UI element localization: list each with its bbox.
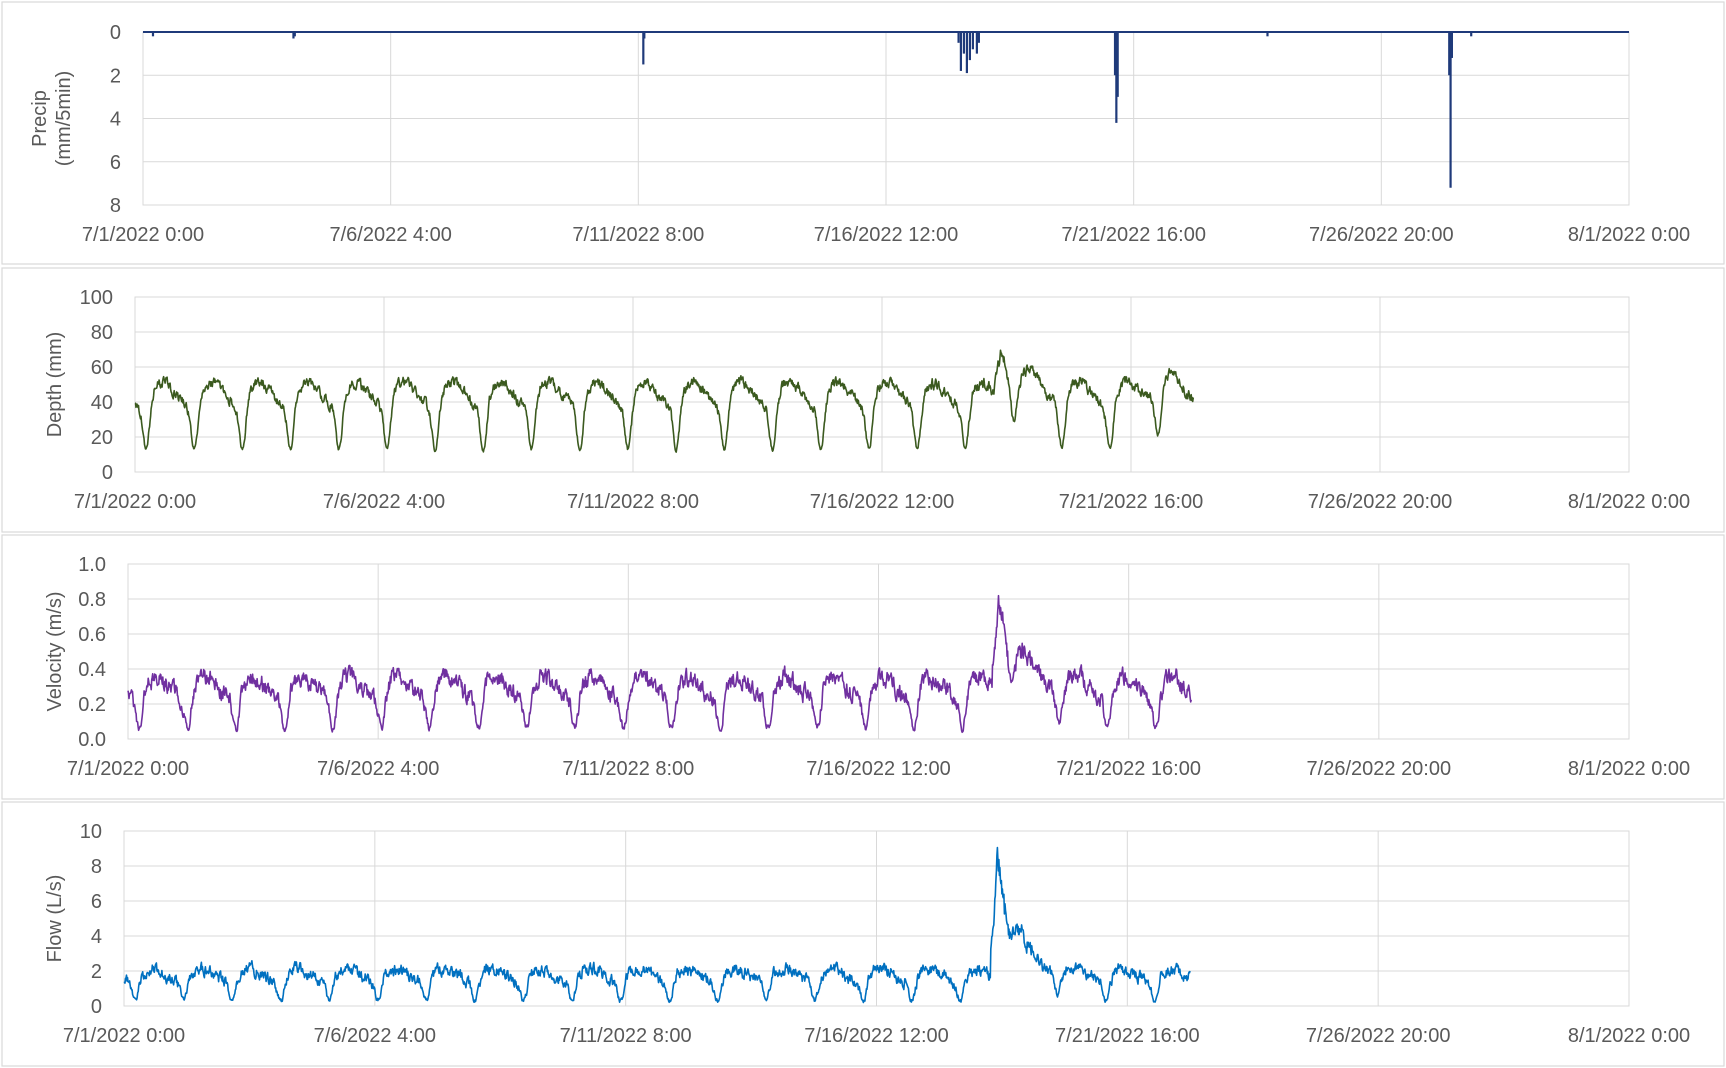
x-tick-label: 7/6/2022 4:00 bbox=[314, 1025, 436, 1047]
y-axis-title: Flow (L/s) bbox=[44, 875, 66, 963]
x-tick-label: 7/26/2022 20:00 bbox=[1307, 758, 1452, 780]
x-tick-label: 7/1/2022 0:00 bbox=[82, 224, 204, 246]
y-tick-label: 0 bbox=[110, 22, 121, 44]
y-tick-label: 4 bbox=[110, 109, 121, 131]
y-tick-label: 8 bbox=[110, 195, 121, 217]
x-tick-label: 7/1/2022 0:00 bbox=[63, 1025, 185, 1047]
flow-chart: 0 2 4 6 8 10 7/1/2022 0:00 7/6/2022 4:00 7/11/20… bbox=[1, 801, 1725, 1067]
x-tick-label: 7/21/2022 16:00 bbox=[1059, 491, 1204, 513]
y-tick-label: 0 bbox=[91, 996, 102, 1018]
y-tick-label: 10 bbox=[80, 821, 102, 843]
x-tick-label: 7/6/2022 4:00 bbox=[329, 224, 451, 246]
y-axis-title: Depth (mm) bbox=[44, 332, 66, 438]
precip-chart-frame bbox=[1, 1, 1725, 265]
x-tick-label: 7/6/2022 4:00 bbox=[323, 491, 445, 513]
flow-chart-frame bbox=[1, 801, 1725, 1067]
plot-area bbox=[127, 563, 1630, 740]
y-axis-title: Velocity (m/s) bbox=[44, 591, 66, 711]
x-tick-label: 7/11/2022 8:00 bbox=[572, 224, 704, 246]
y-tick-label: 2 bbox=[110, 65, 121, 87]
flow-series-line bbox=[123, 846, 1191, 1004]
velocity-chart: 0.0 0.2 0.4 0.6 0.8 1.0 7/1/2022 0:00 7/6/2022 … bbox=[1, 534, 1725, 800]
x-tick-label: 7/16/2022 12:00 bbox=[804, 1025, 949, 1047]
x-tick-label: 8/1/2022 0:00 bbox=[1568, 1025, 1690, 1047]
x-tick-label: 7/11/2022 8:00 bbox=[560, 1025, 692, 1047]
y-tick-label: 0.4 bbox=[78, 659, 106, 681]
y-tick-label: 80 bbox=[91, 322, 113, 344]
y-tick-label: 20 bbox=[91, 427, 113, 449]
y-axis-title-line: Precip bbox=[29, 90, 51, 147]
y-tick-label: 2 bbox=[91, 961, 102, 983]
x-tick-label: 7/21/2022 16:00 bbox=[1061, 224, 1206, 246]
velocity-series-line bbox=[127, 594, 1192, 734]
y-axis-title: Precip (mm/5min) bbox=[29, 71, 75, 167]
y-tick-label: 0.0 bbox=[78, 729, 106, 751]
plot-area bbox=[134, 296, 1630, 473]
y-tick-label: 0.6 bbox=[78, 624, 106, 646]
x-tick-label: 7/11/2022 8:00 bbox=[562, 758, 694, 780]
y-tick-label: 100 bbox=[80, 287, 113, 309]
velocity-chart-frame bbox=[1, 534, 1725, 800]
y-tick-label: 0.8 bbox=[78, 589, 106, 611]
y-tick-label: 4 bbox=[91, 926, 102, 948]
y-tick-label: 0 bbox=[102, 462, 113, 484]
y-axis-title-line: (mm/5min) bbox=[53, 71, 75, 167]
y-tick-label: 8 bbox=[91, 856, 102, 878]
x-tick-label: 7/21/2022 16:00 bbox=[1055, 1025, 1200, 1047]
x-tick-label: 7/16/2022 12:00 bbox=[814, 224, 959, 246]
y-tick-label: 6 bbox=[91, 891, 102, 913]
depth-chart-frame bbox=[1, 267, 1725, 533]
x-tick-label: 7/26/2022 20:00 bbox=[1306, 1025, 1451, 1047]
x-tick-label: 7/1/2022 0:00 bbox=[74, 491, 196, 513]
x-tick-label: 8/1/2022 0:00 bbox=[1568, 224, 1690, 246]
x-tick-label: 7/11/2022 8:00 bbox=[567, 491, 699, 513]
x-tick-label: 7/21/2022 16:00 bbox=[1056, 758, 1201, 780]
x-tick-label: 7/26/2022 20:00 bbox=[1308, 491, 1453, 513]
y-tick-label: 40 bbox=[91, 392, 113, 414]
y-tick-label: 1.0 bbox=[78, 554, 106, 576]
x-tick-label: 7/26/2022 20:00 bbox=[1309, 224, 1454, 246]
y-tick-label: 6 bbox=[110, 152, 121, 174]
y-tick-label: 60 bbox=[91, 357, 113, 379]
y-tick-label: 0.2 bbox=[78, 694, 106, 716]
x-tick-label: 7/16/2022 12:00 bbox=[810, 491, 955, 513]
x-tick-label: 7/16/2022 12:00 bbox=[806, 758, 951, 780]
x-tick-label: 7/6/2022 4:00 bbox=[317, 758, 439, 780]
plot-area bbox=[123, 830, 1630, 1007]
x-tick-label: 8/1/2022 0:00 bbox=[1568, 491, 1690, 513]
precip-chart: 0 2 4 6 8 7/1/2022 0:00 7/6/2022 4:00 7/11/2022… bbox=[1, 1, 1725, 265]
depth-series-line bbox=[134, 349, 1195, 453]
x-tick-label: 8/1/2022 0:00 bbox=[1568, 758, 1690, 780]
x-tick-label: 7/1/2022 0:00 bbox=[67, 758, 189, 780]
depth-chart: 0 20 40 60 80 100 7/1/2022 0:00 7/6/2022 4:00 7/… bbox=[1, 267, 1725, 533]
